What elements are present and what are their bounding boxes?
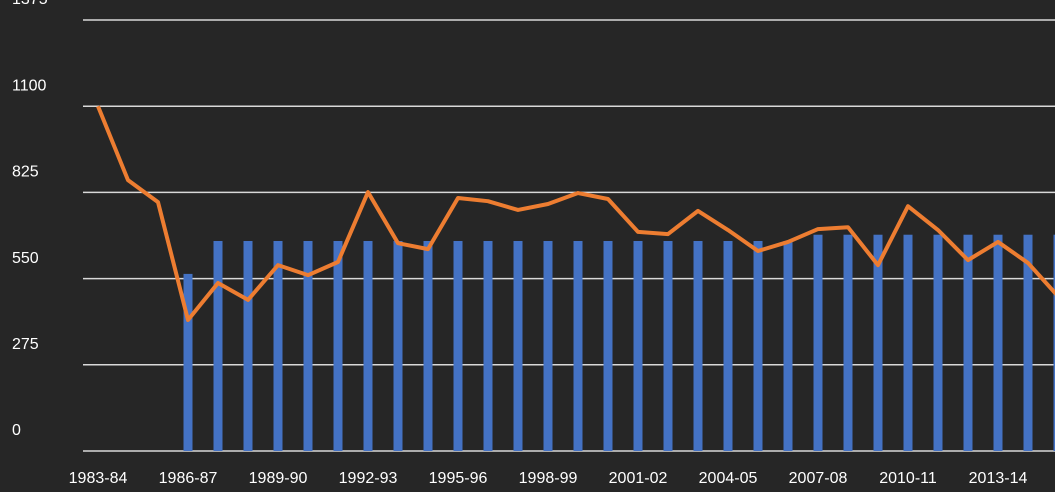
- bar: [633, 240, 643, 451]
- x-tick-label: 2004-05: [699, 470, 758, 487]
- bar: [903, 234, 913, 451]
- y-tick-label: 550: [12, 250, 39, 267]
- bar: [513, 240, 523, 451]
- x-tick-label: 2001-02: [609, 470, 668, 487]
- x-tick-label: 1995-96: [429, 470, 488, 487]
- bar: [363, 240, 373, 451]
- bar: [693, 240, 703, 451]
- bar: [663, 240, 673, 451]
- bar: [423, 240, 433, 451]
- bar: [273, 240, 283, 451]
- bar: [393, 240, 403, 451]
- bar: [993, 234, 1003, 451]
- y-tick-label: 825: [12, 164, 39, 181]
- x-tick-label: 1992-93: [339, 470, 398, 487]
- bar: [753, 240, 763, 451]
- bar: [1023, 234, 1033, 451]
- bar: [183, 273, 193, 451]
- x-tick-label: 1986-87: [159, 470, 218, 487]
- x-tick-label: 1989-90: [249, 470, 308, 487]
- bar: [933, 234, 943, 451]
- line: [96, 105, 1055, 322]
- x-tick-label: 2010-11: [879, 470, 937, 487]
- bar: [453, 240, 463, 451]
- bar: [873, 234, 883, 451]
- bar: [573, 240, 583, 451]
- y-tick-label: 0: [12, 422, 21, 439]
- bar: [243, 240, 253, 451]
- bar: [333, 240, 343, 451]
- bar: [1053, 234, 1055, 451]
- y-tick-label: 1375: [12, 0, 48, 8]
- x-tick-label: 1983-84: [69, 470, 128, 487]
- bar: [813, 234, 823, 451]
- x-tick-label: 2007-08: [789, 470, 848, 487]
- y-tick-label: 275: [12, 336, 39, 353]
- x-tick-label: 2013-14: [969, 470, 1028, 487]
- bar: [843, 234, 853, 451]
- bar: [783, 240, 793, 451]
- x-tick-label: 1998-99: [519, 470, 578, 487]
- bar: [543, 240, 553, 451]
- bar: [963, 234, 973, 451]
- bar: [603, 240, 613, 451]
- bar: [213, 240, 223, 451]
- bar: [483, 240, 493, 451]
- y-tick-label: 1100: [12, 77, 47, 94]
- bar: [723, 240, 733, 451]
- bar: [303, 240, 313, 451]
